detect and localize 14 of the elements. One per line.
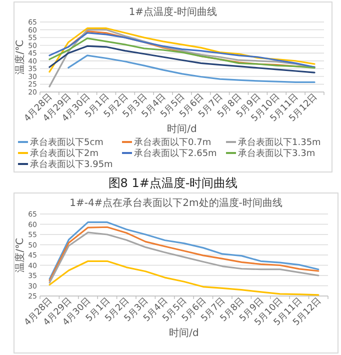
legend-label: 承台表面以下2.65m	[134, 148, 217, 160]
legend-label: 承台表面以下3.95m	[30, 159, 113, 170]
legend-label: 承台表面以下1.35m	[238, 137, 321, 148]
legend-label: 承台表面以下2m	[30, 148, 98, 160]
x-axis-title: 时间/d	[167, 123, 197, 135]
legend-label: 承台表面以下3.3m	[238, 148, 316, 160]
x-axis-title: 时间/d	[169, 327, 199, 339]
legend-label: 承台表面以下0.7m	[134, 137, 212, 148]
legend-label: 承台表面以下5cm	[30, 137, 104, 148]
caption: 图8 1#点温度-时间曲线	[108, 176, 238, 190]
y-axis-title: 温度/℃	[14, 40, 26, 74]
y-axis-title: 温度/℃	[14, 238, 26, 272]
title: 1#-4#点在承台表面以下2m处的温度-时间曲线	[70, 198, 282, 209]
title: 1#点温度-时间曲线	[128, 7, 218, 18]
